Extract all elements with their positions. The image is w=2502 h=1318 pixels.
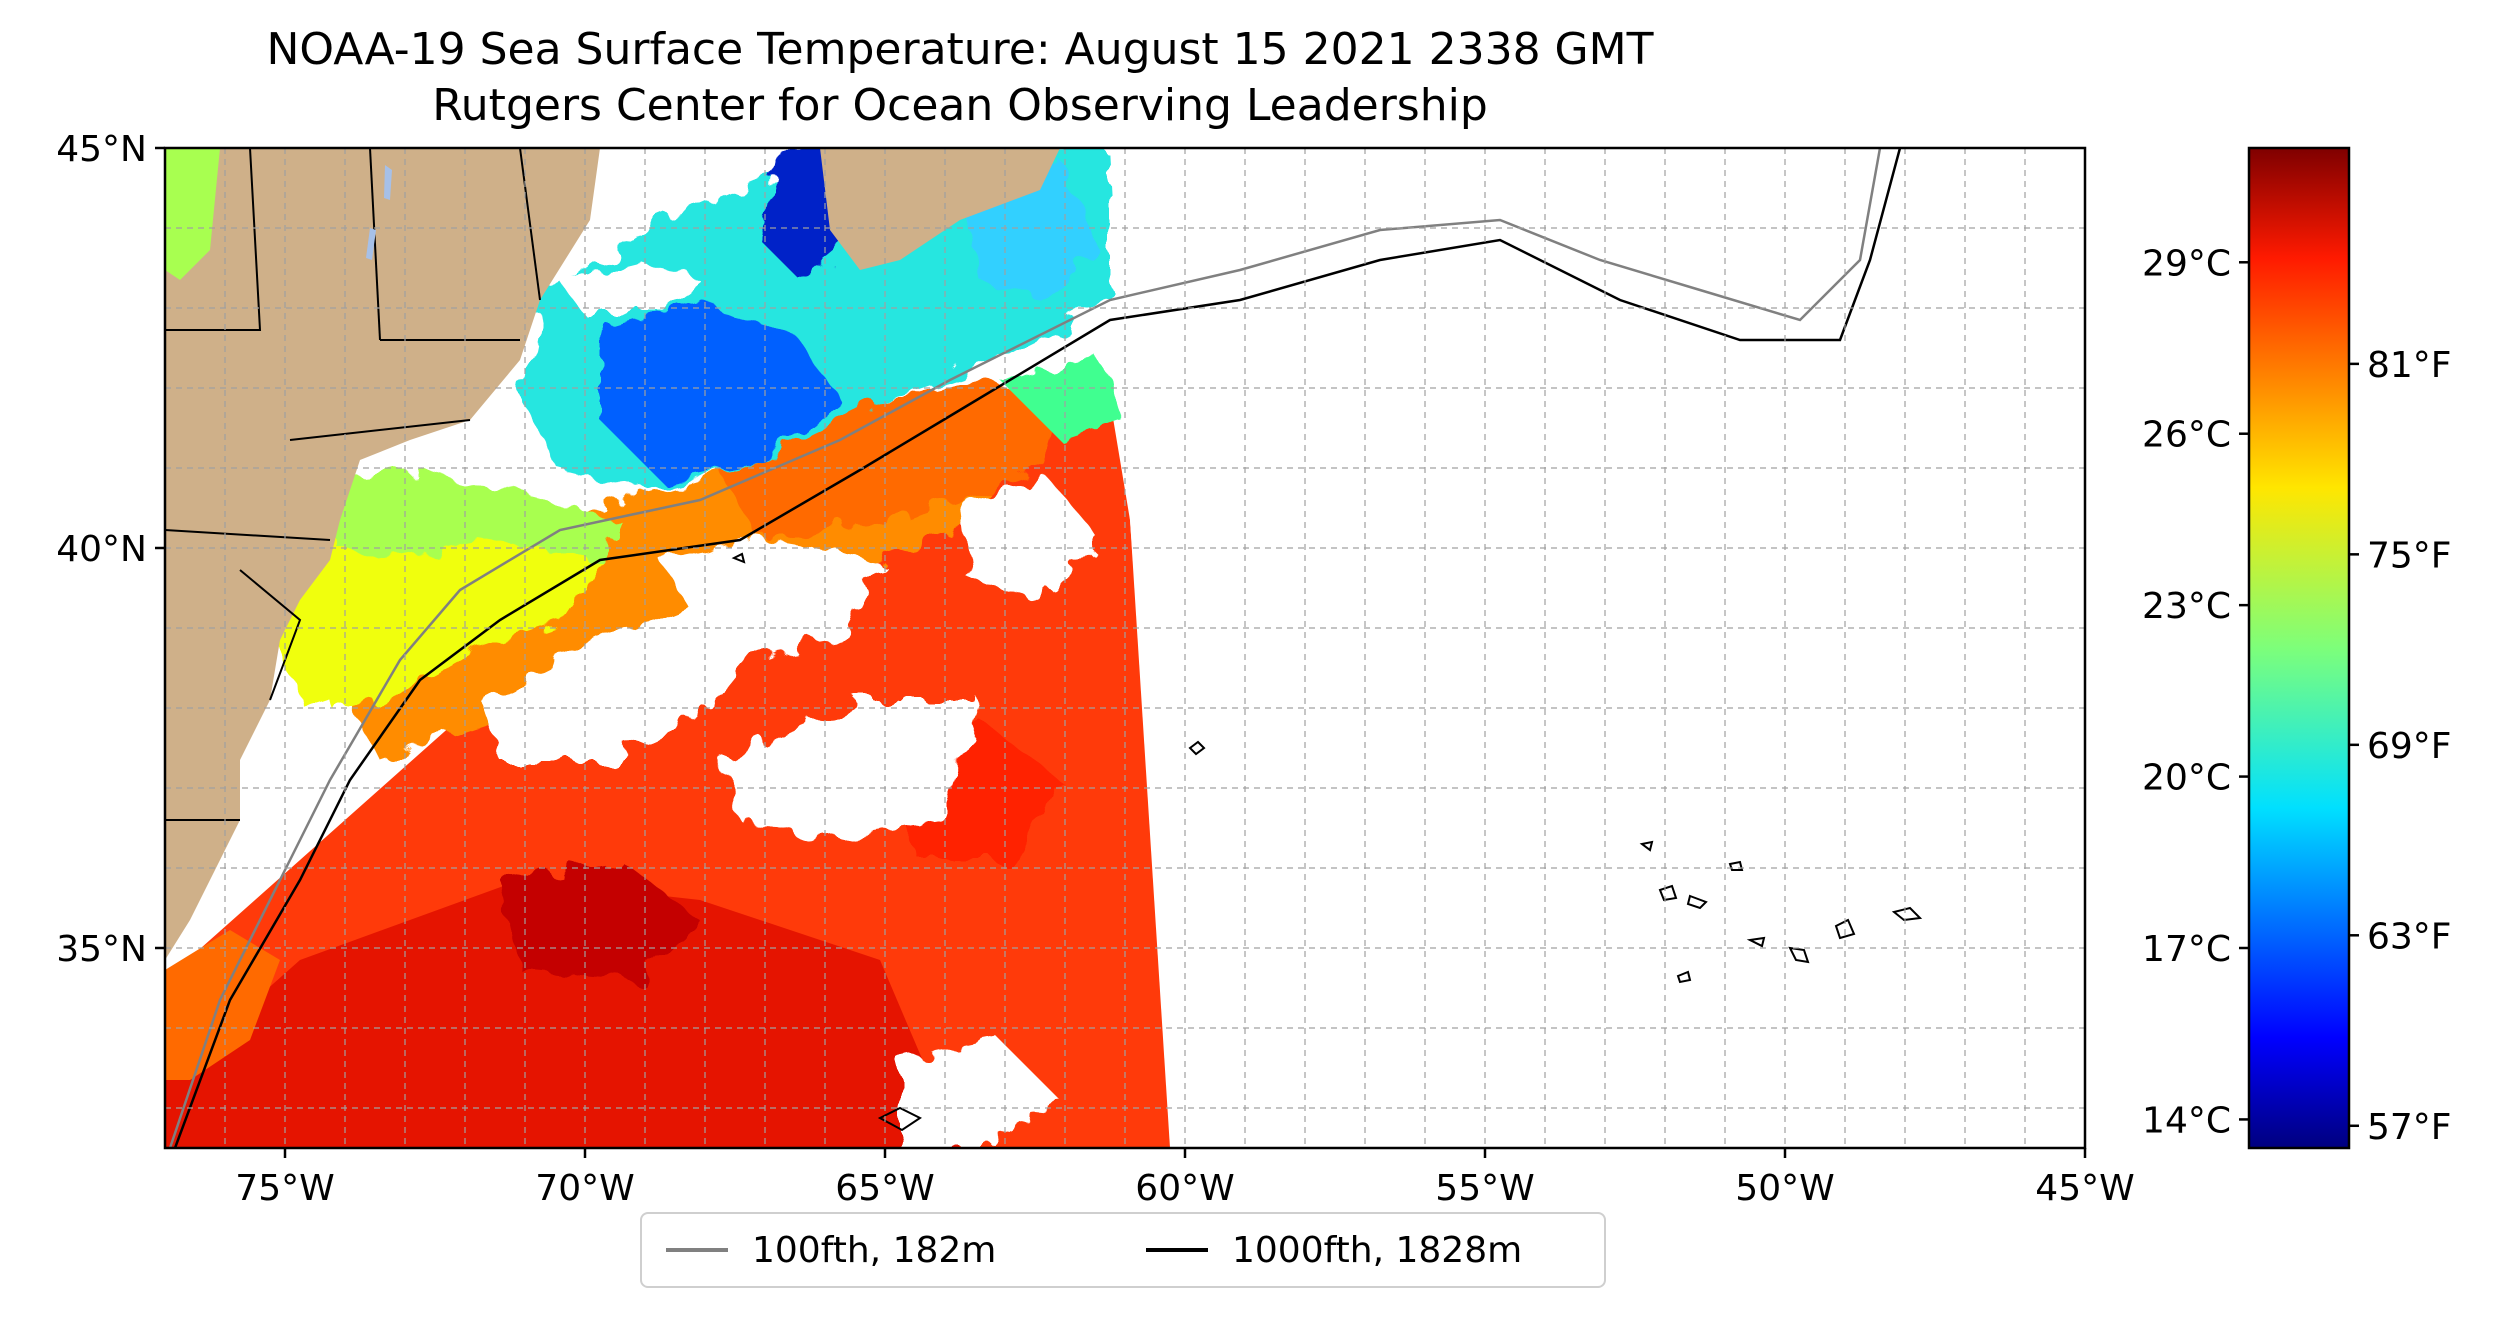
colorbar-celsius-label: 14°C bbox=[2142, 1100, 2231, 1141]
sst-swath bbox=[165, 148, 1170, 1148]
lon-tick-label: 45°W bbox=[2035, 1168, 2134, 1209]
colorbar-fahrenheit-label: 75°F bbox=[2367, 535, 2452, 576]
colorbar-frame bbox=[2247, 146, 2351, 1150]
isobaths bbox=[168, 148, 1902, 1148]
chart-title: NOAA-19 Sea Surface Temperature: August … bbox=[266, 24, 1654, 75]
legend-item-1000fth: 1000fth, 1828m bbox=[1146, 1214, 1522, 1286]
colorbar-celsius-label: 17°C bbox=[2142, 929, 2231, 970]
colorbar-gradient bbox=[2249, 148, 2349, 1148]
lon-tick-label: 55°W bbox=[1435, 1168, 1534, 1209]
legend-swatch-100fth bbox=[666, 1248, 728, 1252]
legend-item-100fth: 100fth, 182m bbox=[666, 1214, 996, 1286]
land-mass bbox=[165, 148, 1060, 960]
lat-tick-label: 45°N bbox=[56, 129, 147, 170]
seamount-contours bbox=[731, 552, 1923, 1132]
legend-label-100fth: 100fth, 182m bbox=[752, 1229, 997, 1271]
chart-subtitle: Rutgers Center for Ocean Observing Leade… bbox=[432, 80, 1488, 131]
colorbar-fahrenheit-label: 81°F bbox=[2367, 345, 2452, 386]
colorbar-fahrenheit-label: 57°F bbox=[2367, 1107, 2452, 1148]
colorbar-fahrenheit-label: 69°F bbox=[2367, 726, 2452, 767]
colorbar-celsius-label: 20°C bbox=[2142, 758, 2231, 799]
colorbar-fahrenheit-label: 63°F bbox=[2367, 916, 2452, 957]
colorbar: 29°C 26°C 23°C 20°C 17°C 14°C 81°F 75°F 69°F 63°F… bbox=[2142, 146, 2452, 1150]
lat-tick-label: 40°N bbox=[56, 529, 147, 570]
colorbar-celsius-label: 29°C bbox=[2142, 243, 2231, 284]
colorbar-celsius-label: 23°C bbox=[2142, 586, 2231, 627]
lakes bbox=[366, 165, 392, 260]
gridlines bbox=[165, 148, 2085, 1148]
legend: 100fth, 182m 1000fth, 1828m bbox=[640, 1212, 1606, 1288]
lon-tick-label: 50°W bbox=[1735, 1168, 1834, 1209]
axis-ticks: 45°N 40°N 35°N 75°W 70°W 65°W 60°W 55°W 50°W 45°W bbox=[56, 129, 2134, 1209]
map-area bbox=[165, 148, 2085, 1148]
lon-tick-label: 60°W bbox=[1135, 1168, 1234, 1209]
map-frame bbox=[163, 146, 2087, 1150]
colorbar-ticks: 29°C 26°C 23°C 20°C 17°C 14°C 81°F 75°F 69°F 63°F… bbox=[2142, 243, 2451, 1147]
lon-tick-label: 75°W bbox=[235, 1168, 334, 1209]
swath-edge-blank bbox=[1110, 148, 2085, 1148]
legend-swatch-1000fth bbox=[1146, 1248, 1208, 1252]
lon-tick-label: 70°W bbox=[535, 1168, 634, 1209]
lat-tick-label: 35°N bbox=[56, 929, 147, 970]
legend-label-1000fth: 1000fth, 1828m bbox=[1232, 1229, 1523, 1271]
lon-tick-label: 65°W bbox=[835, 1168, 934, 1209]
colorbar-celsius-label: 26°C bbox=[2142, 415, 2231, 456]
